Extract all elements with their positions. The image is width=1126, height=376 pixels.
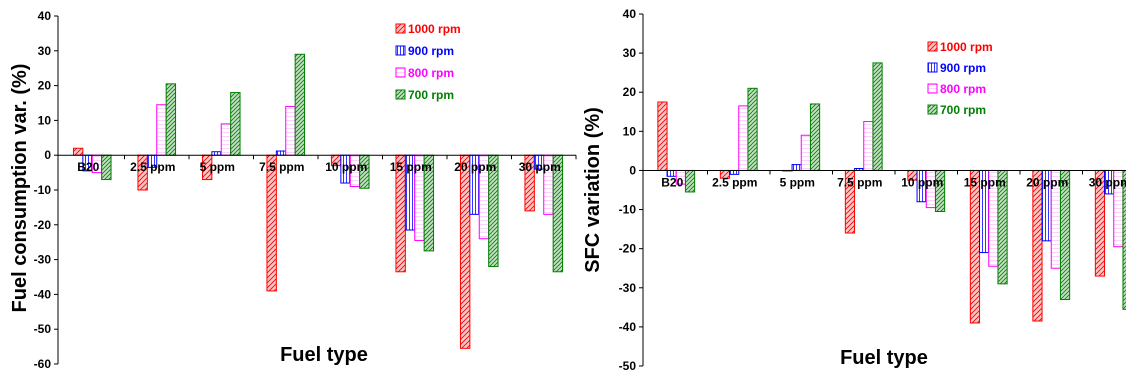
y-tick-label: -10 (34, 183, 52, 197)
x-axis-label: Fuel type (280, 344, 368, 366)
legend-swatch-700-rpm (395, 89, 406, 100)
legend-swatch-1000-rpm (927, 41, 938, 52)
y-tick-label: -40 (34, 287, 52, 301)
bar-700-rpm-5-ppm (230, 92, 241, 156)
y-tick-label: 20 (38, 79, 52, 93)
y-tick-label: -30 (34, 253, 52, 267)
category-label-10-ppm: 10 ppm (901, 175, 943, 189)
bar-800-rpm-7-5-ppm (863, 121, 874, 171)
bar-800-rpm-7-5-ppm (285, 105, 296, 156)
bar-900-rpm-5-ppm (791, 164, 802, 171)
legend-label-700-rpm: 700 rpm (408, 88, 454, 102)
category-label-30-ppm: 30 ppm (1089, 175, 1126, 189)
bar-700-rpm-30-ppm (1122, 169, 1126, 310)
bar-700-rpm-7-5-ppm (872, 62, 883, 171)
category-label-2-5-ppm: 2.5 ppm (130, 160, 175, 174)
bar-700-rpm-b20 (101, 154, 112, 181)
bar-1000-rpm-b20 (72, 147, 84, 156)
legend-swatch-1000-rpm (395, 23, 406, 34)
category-label-15-ppm: 15 ppm (390, 160, 432, 174)
category-label-7-5-ppm: 7.5 ppm (837, 175, 882, 189)
y-tick-label: 0 (629, 163, 636, 177)
y-tick-label: 30 (38, 44, 52, 58)
legend-swatch-700-rpm (927, 104, 938, 115)
sfc-variation-chart: SFC variation (%) Fuel type 40 30 20 10 0 -10… (582, 7, 1126, 373)
y-axis-label: Fuel consumption var. (%) (9, 64, 31, 313)
y-tick-label: 40 (623, 7, 637, 21)
category-label-20-ppm: 20 ppm (1026, 175, 1068, 189)
y-tick-label: 20 (623, 85, 637, 99)
bar-700-rpm-b20 (684, 169, 696, 193)
bar-1000-rpm-7-5-ppm (266, 154, 277, 292)
legend-label-900-rpm: 900 rpm (940, 61, 986, 75)
y-tick-label: 0 (44, 148, 51, 162)
y-tick-label: -30 (619, 281, 637, 295)
y-tick-label: 10 (623, 124, 637, 138)
legend-swatch-900-rpm (927, 62, 938, 73)
legend-swatch-800-rpm (395, 67, 406, 78)
legend-swatch-800-rpm (927, 83, 938, 94)
category-label-b20: B20 (661, 175, 683, 189)
legend-label-1000-rpm: 1000 rpm (940, 40, 993, 54)
bar-800-rpm-2-5-ppm (738, 105, 749, 171)
bar-700-rpm-5-ppm (809, 103, 821, 171)
fuel-consumption-chart: Fuel consumption var. (%) Fuel type 40 30… (9, 9, 577, 371)
y-tick-label: -60 (34, 357, 52, 371)
x-axis-label: Fuel type (840, 347, 928, 369)
category-label-10-ppm: 10 ppm (325, 160, 367, 174)
legend-label-700-rpm: 700 rpm (940, 103, 986, 117)
legend-label-900-rpm: 900 rpm (408, 44, 454, 58)
category-label-b20: B20 (77, 160, 99, 174)
y-tick-label: -20 (619, 242, 637, 256)
bar-1000-rpm-20-ppm (1032, 169, 1043, 322)
category-label-5-ppm: 5 ppm (200, 160, 235, 174)
y-tick-label: 10 (38, 113, 52, 127)
bar-800-rpm-2-5-ppm (156, 104, 167, 156)
legend-label-1000-rpm: 1000 rpm (408, 22, 461, 36)
category-label-5-ppm: 5 ppm (780, 175, 815, 189)
bar-1000-rpm-b20 (657, 101, 668, 171)
bar-900-rpm-5-ppm (211, 151, 222, 156)
y-tick-label: -40 (619, 320, 637, 334)
category-label-15-ppm: 15 ppm (964, 175, 1006, 189)
legend-swatch-900-rpm (395, 45, 406, 56)
bar-800-rpm-5-ppm (220, 123, 232, 156)
y-tick-label: -50 (34, 322, 52, 336)
y-tick-label: -50 (619, 359, 637, 373)
bar-700-rpm-7-5-ppm (294, 53, 306, 156)
category-label-30-ppm: 30 ppm (519, 160, 561, 174)
bar-900-rpm-2-5-ppm (729, 169, 740, 175)
y-tick-label: -10 (619, 203, 637, 217)
category-label-2-5-ppm: 2.5 ppm (712, 175, 757, 189)
legend-label-800-rpm: 800 rpm (408, 66, 454, 80)
legend-label-800-rpm: 800 rpm (940, 82, 986, 96)
y-tick-label: -20 (34, 218, 52, 232)
bar-1000-rpm-20-ppm (459, 154, 471, 349)
y-tick-label: 30 (623, 46, 637, 60)
bar-900-rpm-7-5-ppm (275, 150, 287, 156)
bar-800-rpm-5-ppm (800, 134, 811, 171)
bar-700-rpm-20-ppm (1059, 169, 1071, 301)
category-label-20-ppm: 20 ppm (454, 160, 496, 174)
bar-1000-rpm-15-ppm (969, 169, 981, 324)
bar-700-rpm-2-5-ppm (747, 87, 758, 171)
y-axis-label: SFC variation (%) (582, 107, 604, 273)
bar-700-rpm-2-5-ppm (165, 83, 177, 156)
y-tick-label: 40 (38, 9, 52, 23)
category-label-7-5-ppm: 7.5 ppm (259, 160, 304, 174)
